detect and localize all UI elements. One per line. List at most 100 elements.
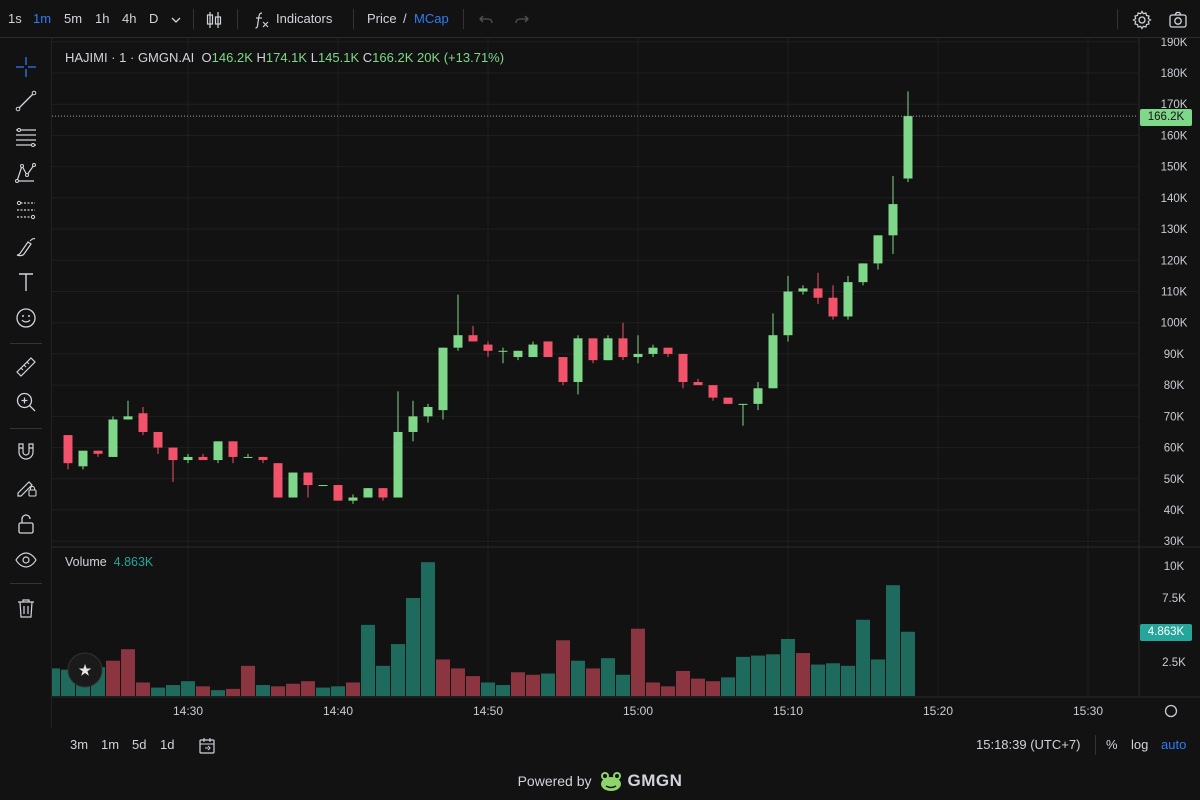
volume-bar	[436, 659, 450, 696]
volume-bar	[346, 682, 360, 696]
volume-bar	[256, 685, 270, 696]
axis-settings-icon[interactable]	[1164, 704, 1178, 718]
candle-body	[858, 263, 868, 283]
trash-icon[interactable]	[12, 594, 40, 622]
horizontal-lines-icon[interactable]	[12, 123, 40, 151]
volume-bar	[541, 673, 555, 696]
lock-icon[interactable]	[12, 510, 40, 538]
brush-icon[interactable]	[12, 233, 40, 261]
indicators-icon[interactable]	[252, 0, 270, 38]
volume-bar	[676, 670, 690, 696]
candle-body	[273, 463, 283, 498]
time-tick-label: 14:40	[323, 704, 353, 718]
candle-body	[843, 282, 853, 317]
time-tick-label: 15:00	[623, 704, 653, 718]
camera-icon[interactable]	[1168, 0, 1188, 38]
magnet-icon[interactable]	[12, 438, 40, 466]
divider	[1117, 9, 1118, 29]
text-icon[interactable]	[12, 268, 40, 296]
ruler-icon[interactable]	[12, 353, 40, 381]
clock-time[interactable]: 15:18:39 (UTC+7)	[976, 737, 1081, 752]
time-tick-label: 14:50	[473, 704, 503, 718]
interval-5m[interactable]: 5m	[64, 11, 83, 26]
price-tick-label: 160K	[1161, 130, 1188, 142]
range-5d[interactable]: 5d	[132, 737, 147, 752]
emoji-icon[interactable]	[12, 304, 40, 332]
volume-bar	[511, 672, 525, 696]
range-3m[interactable]: 3m	[70, 737, 89, 752]
pattern-icon[interactable]	[12, 159, 40, 187]
candle-body	[108, 419, 118, 457]
candle-body	[228, 441, 238, 457]
chevron-down-icon[interactable]	[170, 0, 182, 38]
price-tick-label: 110K	[1161, 287, 1187, 299]
volume-bar	[451, 668, 465, 696]
eye-icon[interactable]	[12, 546, 40, 574]
candle-body	[648, 347, 658, 354]
crosshair-icon[interactable]	[12, 53, 40, 81]
volume-bar	[691, 678, 705, 696]
volume-bar	[631, 628, 645, 696]
divider	[10, 428, 42, 429]
fib-retracement-icon[interactable]	[12, 196, 40, 224]
candle-body	[768, 335, 778, 389]
log-toggle[interactable]: log	[1131, 737, 1149, 752]
candle-body	[453, 335, 463, 348]
interval-d[interactable]: D	[149, 11, 159, 26]
footer: Powered by GMGN	[0, 762, 1200, 800]
candle-body	[213, 441, 223, 461]
top-toolbar: 1s 1m 5m 1h 4h D Indicators Price / MCap	[0, 0, 1200, 38]
zoom-in-icon[interactable]	[12, 388, 40, 416]
redo-icon[interactable]	[514, 0, 530, 38]
candle-body	[243, 456, 253, 458]
interval-1h[interactable]: 1h	[95, 11, 110, 26]
volume-bar	[316, 687, 330, 696]
interval-1s[interactable]: 1s	[8, 11, 22, 26]
candle-body	[258, 456, 268, 461]
undo-icon[interactable]	[478, 0, 494, 38]
tradingview-logo	[67, 652, 103, 688]
candle-type-icon[interactable]	[204, 0, 224, 38]
interval-1m[interactable]: 1m	[33, 11, 52, 26]
volume-bar	[421, 562, 435, 696]
candle-body	[483, 344, 493, 351]
price-chart-svg[interactable]: 30K 40K 50K 60K 70K 80K 90K 100K 110K 120K 130K 140…	[52, 38, 1200, 728]
candle-body	[813, 288, 823, 298]
volume-bar	[616, 674, 630, 696]
volume-bar	[736, 656, 750, 696]
price-toggle[interactable]: Price	[367, 11, 397, 26]
lock-drawing-icon[interactable]	[12, 473, 40, 501]
price-tick-label: 120K	[1161, 255, 1188, 267]
auto-toggle[interactable]: auto	[1161, 737, 1187, 752]
time-tick-label: 14:30	[173, 704, 203, 718]
candle-body	[663, 347, 673, 354]
volume-tick-label: 10K	[1164, 561, 1185, 573]
candle-body	[708, 385, 718, 398]
indicators-button[interactable]: Indicators	[276, 11, 333, 26]
trend-line-icon[interactable]	[12, 87, 40, 115]
divider	[10, 583, 42, 584]
divider	[10, 343, 42, 344]
candle-body	[783, 291, 793, 336]
chart-area[interactable]: 30K 40K 50K 60K 70K 80K 90K 100K 110K 120K 130K 140…	[52, 38, 1200, 728]
volume-bar	[466, 676, 480, 696]
candle-body	[633, 353, 643, 358]
volume-bar	[241, 665, 255, 696]
volume-legend: Volume 4.863K	[65, 555, 153, 569]
volume-bar	[646, 682, 660, 696]
goto-date-icon[interactable]	[197, 728, 217, 762]
gear-icon[interactable]	[1132, 0, 1152, 38]
gmgn-frog-logo	[600, 772, 621, 791]
volume-bar	[886, 585, 900, 696]
high-label: H	[256, 50, 266, 65]
range-1d[interactable]: 1d	[160, 737, 175, 752]
volume-bar	[781, 638, 795, 696]
interval-4h[interactable]: 4h	[122, 11, 137, 26]
candle-body	[198, 456, 208, 461]
range-1m[interactable]: 1m	[101, 737, 120, 752]
volume-bar	[856, 619, 870, 696]
mcap-toggle[interactable]: MCap	[414, 11, 449, 26]
volume-label: Volume	[65, 555, 107, 569]
volume-bar	[406, 598, 420, 696]
percent-toggle[interactable]: %	[1106, 737, 1118, 752]
